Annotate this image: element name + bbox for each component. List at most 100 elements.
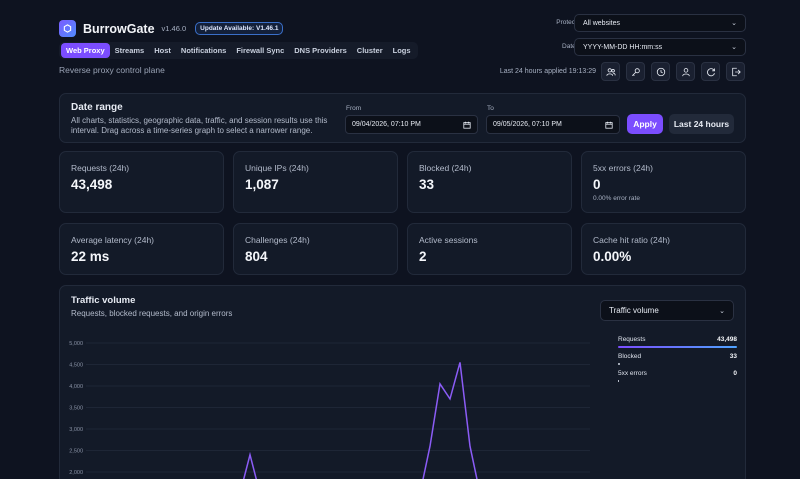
date-format-select[interactable]: YYYY-MM-DD HH:mm:ss ⌄ <box>574 38 746 56</box>
legend-name: Requests <box>618 336 646 343</box>
protected-site-select[interactable]: All websites ⌄ <box>574 14 746 32</box>
users-icon <box>605 67 616 76</box>
from-label: From <box>346 105 362 112</box>
stat-card-active-sessions: Active sessions 2 <box>407 223 572 275</box>
app-subtitle: Reverse proxy control plane <box>59 65 165 75</box>
from-date-value: 09/04/2026, 07:10 PM <box>352 121 421 128</box>
date-range-panel: Date range All charts, statistics, geogr… <box>59 93 746 143</box>
stat-value: 804 <box>245 249 268 264</box>
stat-label: Active sessions <box>419 235 478 245</box>
legend-value: 43,498 <box>717 336 737 343</box>
y-tick-label: 3,500 <box>69 406 83 412</box>
stat-label: Unique IPs (24h) <box>245 163 309 173</box>
legend-item-5xx-errors: 5xx errors 0 <box>618 370 737 387</box>
tab-host[interactable]: Host <box>154 46 171 55</box>
from-date-input[interactable]: 09/04/2026, 07:10 PM <box>345 115 478 134</box>
history-button[interactable] <box>651 62 670 81</box>
legend-value: 0 <box>733 370 737 377</box>
stat-value: 0.00% <box>593 249 632 264</box>
stat-card-challenges: Challenges (24h) 804 <box>233 223 398 275</box>
users-button[interactable] <box>601 62 620 81</box>
tab-dns-providers[interactable]: DNS Providers <box>294 46 347 55</box>
chevron-down-icon: ⌄ <box>731 20 737 27</box>
stat-card-blocked: Blocked (24h) 33 <box>407 151 572 213</box>
user-button[interactable] <box>676 62 695 81</box>
tab-cluster[interactable]: Cluster <box>356 46 383 55</box>
refresh-icon <box>706 67 715 76</box>
calendar-icon <box>463 121 471 129</box>
stat-card-5xx-errors: 5xx errors (24h) 0 0.00% error rate <box>581 151 746 213</box>
y-tick-label: 2,000 <box>69 470 83 476</box>
update-badge[interactable]: Update Available: V1.46.1 <box>195 22 284 35</box>
legend-bar <box>618 346 737 348</box>
traffic-chart[interactable]: 5,000 4,500 4,000 3,500 3,000 2,500 2,000 <box>60 336 600 479</box>
date-range-title: Date range <box>71 102 123 113</box>
legend-item-requests: Requests 43,498 <box>618 336 737 353</box>
tab-logs[interactable]: Logs <box>392 46 411 55</box>
legend-name: Blocked <box>618 353 642 360</box>
calendar-icon <box>605 121 613 129</box>
tab-web-proxy[interactable]: Web Proxy <box>61 43 110 58</box>
stat-value: 22 ms <box>71 249 110 264</box>
stat-value: 1,087 <box>245 177 279 192</box>
chevron-down-icon: ⌄ <box>731 44 737 51</box>
chart-type-select[interactable]: Traffic volume ⌄ <box>600 300 734 321</box>
legend-name: 5xx errors <box>618 370 647 377</box>
date-range-description: All charts, statistics, geographic data,… <box>71 116 328 135</box>
main-nav: Web Proxy Streams Host Notifications Fir… <box>59 42 418 59</box>
stat-value: 0 <box>593 177 601 192</box>
applied-status: Last 24 hours applied 19:13:29 <box>499 68 596 75</box>
stat-card-average-latency: Average latency (24h) 22 ms <box>59 223 224 275</box>
tab-firewall-sync[interactable]: Firewall Sync <box>236 46 285 55</box>
y-tick-label: 5,000 <box>69 341 83 347</box>
stat-card-requests: Requests (24h) 43,498 <box>59 151 224 213</box>
chart-subtitle: Requests, blocked requests, and origin e… <box>71 309 233 318</box>
apply-button[interactable]: Apply <box>627 114 663 134</box>
series-line-requests <box>242 362 478 479</box>
legend-bar <box>618 363 620 365</box>
y-tick-label: 2,500 <box>69 449 83 455</box>
stat-label: Blocked (24h) <box>419 163 472 173</box>
traffic-volume-panel: Traffic volume Requests, blocked request… <box>59 285 746 479</box>
protected-site-value: All websites <box>583 19 620 27</box>
tab-streams[interactable]: Streams <box>114 46 145 55</box>
chart-type-value: Traffic volume <box>609 306 659 315</box>
history-icon <box>656 67 665 76</box>
stat-label: Requests (24h) <box>71 163 130 173</box>
stat-label: Average latency (24h) <box>71 235 155 245</box>
tab-notifications[interactable]: Notifications <box>180 46 227 55</box>
legend-value: 33 <box>729 353 737 360</box>
logout-icon <box>731 67 741 76</box>
logout-button[interactable] <box>726 62 745 81</box>
brand: BurrowGate v1.46.0 Update Available: V1.… <box>59 20 284 37</box>
refresh-button[interactable] <box>701 62 720 81</box>
user-icon <box>681 67 690 76</box>
key-button[interactable] <box>626 62 645 81</box>
key-icon <box>631 67 640 76</box>
date-format-value: YYYY-MM-DD HH:mm:ss <box>583 43 663 51</box>
legend-bar <box>618 380 619 382</box>
to-date-input[interactable]: 09/05/2026, 07:10 PM <box>486 115 620 134</box>
app-version: v1.46.0 <box>161 24 187 33</box>
legend-item-blocked: Blocked 33 <box>618 353 737 370</box>
chart-legend: Requests 43,498 Blocked 33 5xx errors 0 <box>618 336 737 387</box>
stat-label: 5xx errors (24h) <box>593 163 653 173</box>
stat-subtext: 0.00% error rate <box>593 195 640 202</box>
stat-value: 33 <box>419 177 435 192</box>
y-tick-label: 4,000 <box>69 384 83 390</box>
chart-title: Traffic volume <box>71 295 136 306</box>
stat-card-unique-ips: Unique IPs (24h) 1,087 <box>233 151 398 213</box>
app-name: BurrowGate <box>83 21 155 36</box>
stat-label: Challenges (24h) <box>245 235 310 245</box>
stat-value: 43,498 <box>71 177 113 192</box>
chevron-down-icon: ⌄ <box>719 307 725 315</box>
stat-value: 2 <box>419 249 427 264</box>
to-date-value: 09/05/2026, 07:10 PM <box>493 121 562 128</box>
y-tick-label: 3,000 <box>69 427 83 433</box>
stat-card-cache-hit-ratio: Cache hit ratio (24h) 0.00% <box>581 223 746 275</box>
logo-icon <box>59 20 76 37</box>
last-24-hours-button[interactable]: Last 24 hours <box>669 114 734 134</box>
y-tick-label: 4,500 <box>69 363 83 369</box>
stat-label: Cache hit ratio (24h) <box>593 235 671 245</box>
to-label: To <box>487 105 494 112</box>
